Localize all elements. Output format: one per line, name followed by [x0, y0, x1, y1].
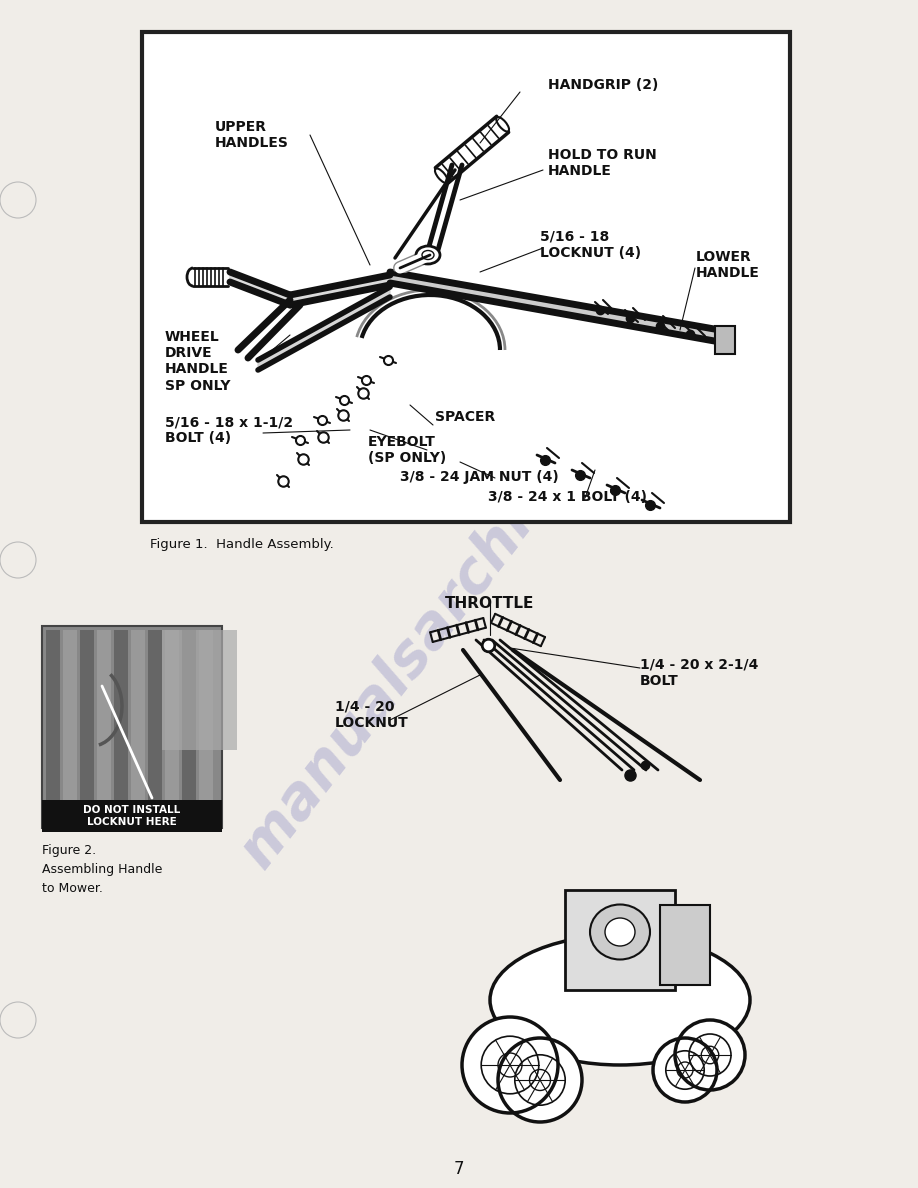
Bar	[715, 326, 735, 354]
Circle shape	[462, 1017, 558, 1113]
Polygon shape	[258, 287, 390, 369]
Text: 5/16 - 18
LOCKNUT (4): 5/16 - 18 LOCKNUT (4)	[540, 230, 641, 260]
Ellipse shape	[605, 918, 635, 946]
Text: WHEEL
DRIVE
HANDLE
SP ONLY: WHEEL DRIVE HANDLE SP ONLY	[165, 330, 230, 392]
Bar	[199, 630, 213, 802]
Text: 5/16 - 18 x 1-1/2
BOLT (4): 5/16 - 18 x 1-1/2 BOLT (4)	[165, 415, 293, 446]
Text: Figure 2.: Figure 2.	[42, 843, 96, 857]
Ellipse shape	[416, 246, 440, 264]
Bar	[42, 800, 222, 832]
Bar	[148, 630, 162, 802]
Ellipse shape	[422, 251, 434, 259]
Bar	[660, 905, 710, 985]
Text: Assembling Handle: Assembling Handle	[42, 862, 162, 876]
Text: 3/8 - 24 x 1 BOLT (4): 3/8 - 24 x 1 BOLT (4)	[488, 489, 647, 504]
Text: SPACER: SPACER	[435, 410, 495, 424]
Text: to Mower.: to Mower.	[42, 881, 103, 895]
Bar	[142, 32, 790, 522]
Bar	[42, 626, 222, 828]
Text: EYEBOLT
(SP ONLY): EYEBOLT (SP ONLY)	[368, 435, 446, 466]
Text: 1/4 - 20
LOCKNUT: 1/4 - 20 LOCKNUT	[335, 700, 409, 731]
Text: manualsarchive.com: manualsarchive.com	[229, 310, 689, 878]
Ellipse shape	[590, 904, 650, 960]
Text: Figure 1.  Handle Assembly.: Figure 1. Handle Assembly.	[150, 538, 334, 551]
Bar	[182, 630, 196, 802]
Bar	[162, 630, 237, 750]
Circle shape	[0, 182, 36, 219]
Text: LOWER
HANDLE: LOWER HANDLE	[696, 249, 760, 280]
Text: HANDGRIP (2): HANDGRIP (2)	[548, 78, 658, 91]
Text: DO NOT INSTALL
LOCKNUT HERE: DO NOT INSTALL LOCKNUT HERE	[84, 805, 181, 827]
Bar	[97, 630, 111, 802]
Bar	[114, 630, 128, 802]
Polygon shape	[390, 272, 720, 342]
Text: UPPER
HANDLES: UPPER HANDLES	[215, 120, 289, 150]
Text: 7: 7	[453, 1159, 465, 1178]
Circle shape	[0, 542, 36, 579]
Bar	[63, 630, 77, 802]
Bar	[80, 630, 94, 802]
Text: 1/4 - 20 x 2-1/4
BOLT: 1/4 - 20 x 2-1/4 BOLT	[640, 658, 758, 688]
Circle shape	[0, 1001, 36, 1038]
Circle shape	[498, 1038, 582, 1121]
Ellipse shape	[490, 935, 750, 1064]
Circle shape	[675, 1020, 745, 1091]
Text: HOLD TO RUN
HANDLE: HOLD TO RUN HANDLE	[548, 148, 656, 178]
Bar	[565, 890, 675, 990]
Bar	[46, 630, 60, 802]
Text: 3/8 - 24 JAM NUT (4): 3/8 - 24 JAM NUT (4)	[400, 470, 559, 484]
Polygon shape	[230, 272, 390, 305]
Bar	[165, 630, 179, 802]
Bar	[131, 630, 145, 802]
Circle shape	[653, 1038, 717, 1102]
Text: THROTTLE: THROTTLE	[445, 596, 534, 611]
